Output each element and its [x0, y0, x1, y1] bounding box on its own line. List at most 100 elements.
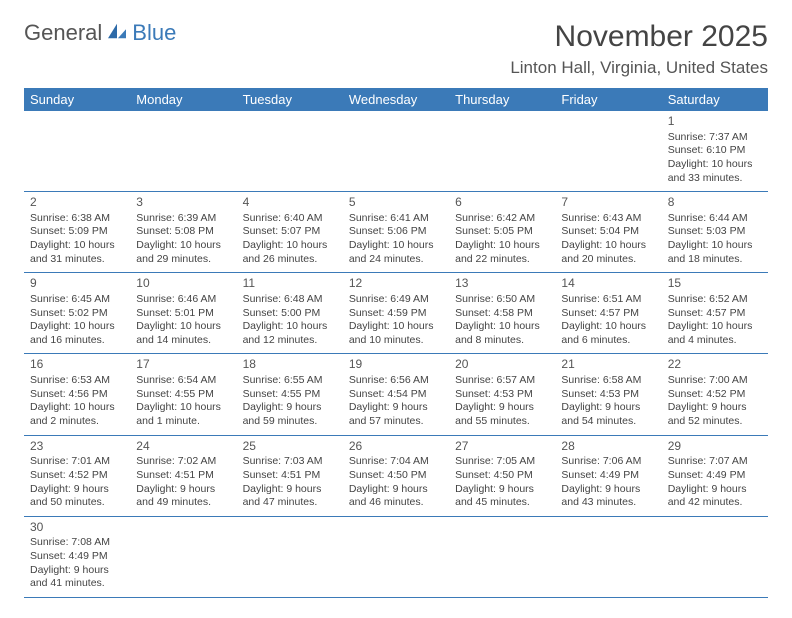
calendar-empty: [449, 111, 555, 192]
daylight-text: Daylight: 10 hours and 20 minutes.: [561, 239, 655, 266]
day-number: 1: [668, 114, 762, 130]
calendar-day: 1Sunrise: 7:37 AMSunset: 6:10 PMDaylight…: [662, 111, 768, 192]
sunset-text: Sunset: 4:54 PM: [349, 388, 443, 402]
sunrise-text: Sunrise: 6:55 AM: [243, 374, 337, 388]
calendar-day: 18Sunrise: 6:55 AMSunset: 4:55 PMDayligh…: [237, 354, 343, 435]
sunrise-text: Sunrise: 6:51 AM: [561, 293, 655, 307]
calendar-day: 13Sunrise: 6:50 AMSunset: 4:58 PMDayligh…: [449, 273, 555, 354]
weekday-header: Saturday: [662, 88, 768, 111]
calendar-day: 21Sunrise: 6:58 AMSunset: 4:53 PMDayligh…: [555, 354, 661, 435]
day-number: 4: [243, 195, 337, 211]
daylight-text: Daylight: 10 hours and 10 minutes.: [349, 320, 443, 347]
day-number: 28: [561, 439, 655, 455]
calendar-day: 22Sunrise: 7:00 AMSunset: 4:52 PMDayligh…: [662, 354, 768, 435]
weekday-header: Tuesday: [237, 88, 343, 111]
sunrise-text: Sunrise: 6:43 AM: [561, 212, 655, 226]
calendar-day: 29Sunrise: 7:07 AMSunset: 4:49 PMDayligh…: [662, 435, 768, 516]
daylight-text: Daylight: 10 hours and 12 minutes.: [243, 320, 337, 347]
month-title: November 2025: [510, 20, 768, 54]
calendar-week: 16Sunrise: 6:53 AMSunset: 4:56 PMDayligh…: [24, 354, 768, 435]
sunrise-text: Sunrise: 6:45 AM: [30, 293, 124, 307]
daylight-text: Daylight: 10 hours and 6 minutes.: [561, 320, 655, 347]
sunrise-text: Sunrise: 6:39 AM: [136, 212, 230, 226]
daylight-text: Daylight: 10 hours and 1 minute.: [136, 401, 230, 428]
sunrise-text: Sunrise: 7:06 AM: [561, 455, 655, 469]
day-number: 24: [136, 439, 230, 455]
sunset-text: Sunset: 4:53 PM: [455, 388, 549, 402]
day-number: 6: [455, 195, 549, 211]
sunrise-text: Sunrise: 6:50 AM: [455, 293, 549, 307]
daylight-text: Daylight: 10 hours and 31 minutes.: [30, 239, 124, 266]
calendar-day: 14Sunrise: 6:51 AMSunset: 4:57 PMDayligh…: [555, 273, 661, 354]
sunrise-text: Sunrise: 7:37 AM: [668, 131, 762, 145]
daylight-text: Daylight: 10 hours and 14 minutes.: [136, 320, 230, 347]
day-number: 17: [136, 357, 230, 373]
calendar-day: 6Sunrise: 6:42 AMSunset: 5:05 PMDaylight…: [449, 192, 555, 273]
calendar-day: 26Sunrise: 7:04 AMSunset: 4:50 PMDayligh…: [343, 435, 449, 516]
calendar-day: 4Sunrise: 6:40 AMSunset: 5:07 PMDaylight…: [237, 192, 343, 273]
daylight-text: Daylight: 10 hours and 8 minutes.: [455, 320, 549, 347]
sunset-text: Sunset: 4:56 PM: [30, 388, 124, 402]
daylight-text: Daylight: 9 hours and 54 minutes.: [561, 401, 655, 428]
daylight-text: Daylight: 9 hours and 41 minutes.: [30, 564, 124, 591]
daylight-text: Daylight: 10 hours and 4 minutes.: [668, 320, 762, 347]
sunset-text: Sunset: 4:52 PM: [30, 469, 124, 483]
sunset-text: Sunset: 5:01 PM: [136, 307, 230, 321]
sunset-text: Sunset: 4:58 PM: [455, 307, 549, 321]
calendar-empty: [449, 516, 555, 597]
sunset-text: Sunset: 5:05 PM: [455, 225, 549, 239]
daylight-text: Daylight: 10 hours and 2 minutes.: [30, 401, 124, 428]
calendar-week: 2Sunrise: 6:38 AMSunset: 5:09 PMDaylight…: [24, 192, 768, 273]
sunset-text: Sunset: 5:07 PM: [243, 225, 337, 239]
day-number: 13: [455, 276, 549, 292]
day-number: 14: [561, 276, 655, 292]
sunrise-text: Sunrise: 6:40 AM: [243, 212, 337, 226]
daylight-text: Daylight: 9 hours and 50 minutes.: [30, 483, 124, 510]
sunset-text: Sunset: 5:00 PM: [243, 307, 337, 321]
sunset-text: Sunset: 4:55 PM: [136, 388, 230, 402]
day-number: 15: [668, 276, 762, 292]
sunset-text: Sunset: 4:49 PM: [30, 550, 124, 564]
sunset-text: Sunset: 5:09 PM: [30, 225, 124, 239]
day-number: 5: [349, 195, 443, 211]
weekday-header: Wednesday: [343, 88, 449, 111]
sunset-text: Sunset: 4:49 PM: [561, 469, 655, 483]
calendar-week: 1Sunrise: 7:37 AMSunset: 6:10 PMDaylight…: [24, 111, 768, 192]
sunrise-text: Sunrise: 6:48 AM: [243, 293, 337, 307]
sunrise-text: Sunrise: 7:05 AM: [455, 455, 549, 469]
calendar-day: 3Sunrise: 6:39 AMSunset: 5:08 PMDaylight…: [130, 192, 236, 273]
day-number: 23: [30, 439, 124, 455]
calendar-empty: [662, 516, 768, 597]
calendar-day: 20Sunrise: 6:57 AMSunset: 4:53 PMDayligh…: [449, 354, 555, 435]
calendar-day: 23Sunrise: 7:01 AMSunset: 4:52 PMDayligh…: [24, 435, 130, 516]
calendar-day: 7Sunrise: 6:43 AMSunset: 5:04 PMDaylight…: [555, 192, 661, 273]
calendar-day: 30Sunrise: 7:08 AMSunset: 4:49 PMDayligh…: [24, 516, 130, 597]
calendar-day: 24Sunrise: 7:02 AMSunset: 4:51 PMDayligh…: [130, 435, 236, 516]
day-number: 20: [455, 357, 549, 373]
weekday-header-row: SundayMondayTuesdayWednesdayThursdayFrid…: [24, 88, 768, 111]
sunrise-text: Sunrise: 7:03 AM: [243, 455, 337, 469]
sunset-text: Sunset: 5:06 PM: [349, 225, 443, 239]
sunrise-text: Sunrise: 6:49 AM: [349, 293, 443, 307]
day-number: 10: [136, 276, 230, 292]
weekday-header: Thursday: [449, 88, 555, 111]
sunset-text: Sunset: 5:04 PM: [561, 225, 655, 239]
daylight-text: Daylight: 9 hours and 49 minutes.: [136, 483, 230, 510]
daylight-text: Daylight: 9 hours and 57 minutes.: [349, 401, 443, 428]
sunrise-text: Sunrise: 6:54 AM: [136, 374, 230, 388]
day-number: 7: [561, 195, 655, 211]
sunrise-text: Sunrise: 6:41 AM: [349, 212, 443, 226]
day-number: 27: [455, 439, 549, 455]
daylight-text: Daylight: 10 hours and 18 minutes.: [668, 239, 762, 266]
sunset-text: Sunset: 5:08 PM: [136, 225, 230, 239]
sunset-text: Sunset: 5:02 PM: [30, 307, 124, 321]
day-number: 19: [349, 357, 443, 373]
daylight-text: Daylight: 9 hours and 42 minutes.: [668, 483, 762, 510]
sail-icon: [106, 22, 128, 45]
sunrise-text: Sunrise: 7:08 AM: [30, 536, 124, 550]
daylight-text: Daylight: 9 hours and 46 minutes.: [349, 483, 443, 510]
weekday-header: Monday: [130, 88, 236, 111]
logo-text-2: Blue: [132, 20, 176, 46]
calendar-day: 12Sunrise: 6:49 AMSunset: 4:59 PMDayligh…: [343, 273, 449, 354]
daylight-text: Daylight: 10 hours and 16 minutes.: [30, 320, 124, 347]
